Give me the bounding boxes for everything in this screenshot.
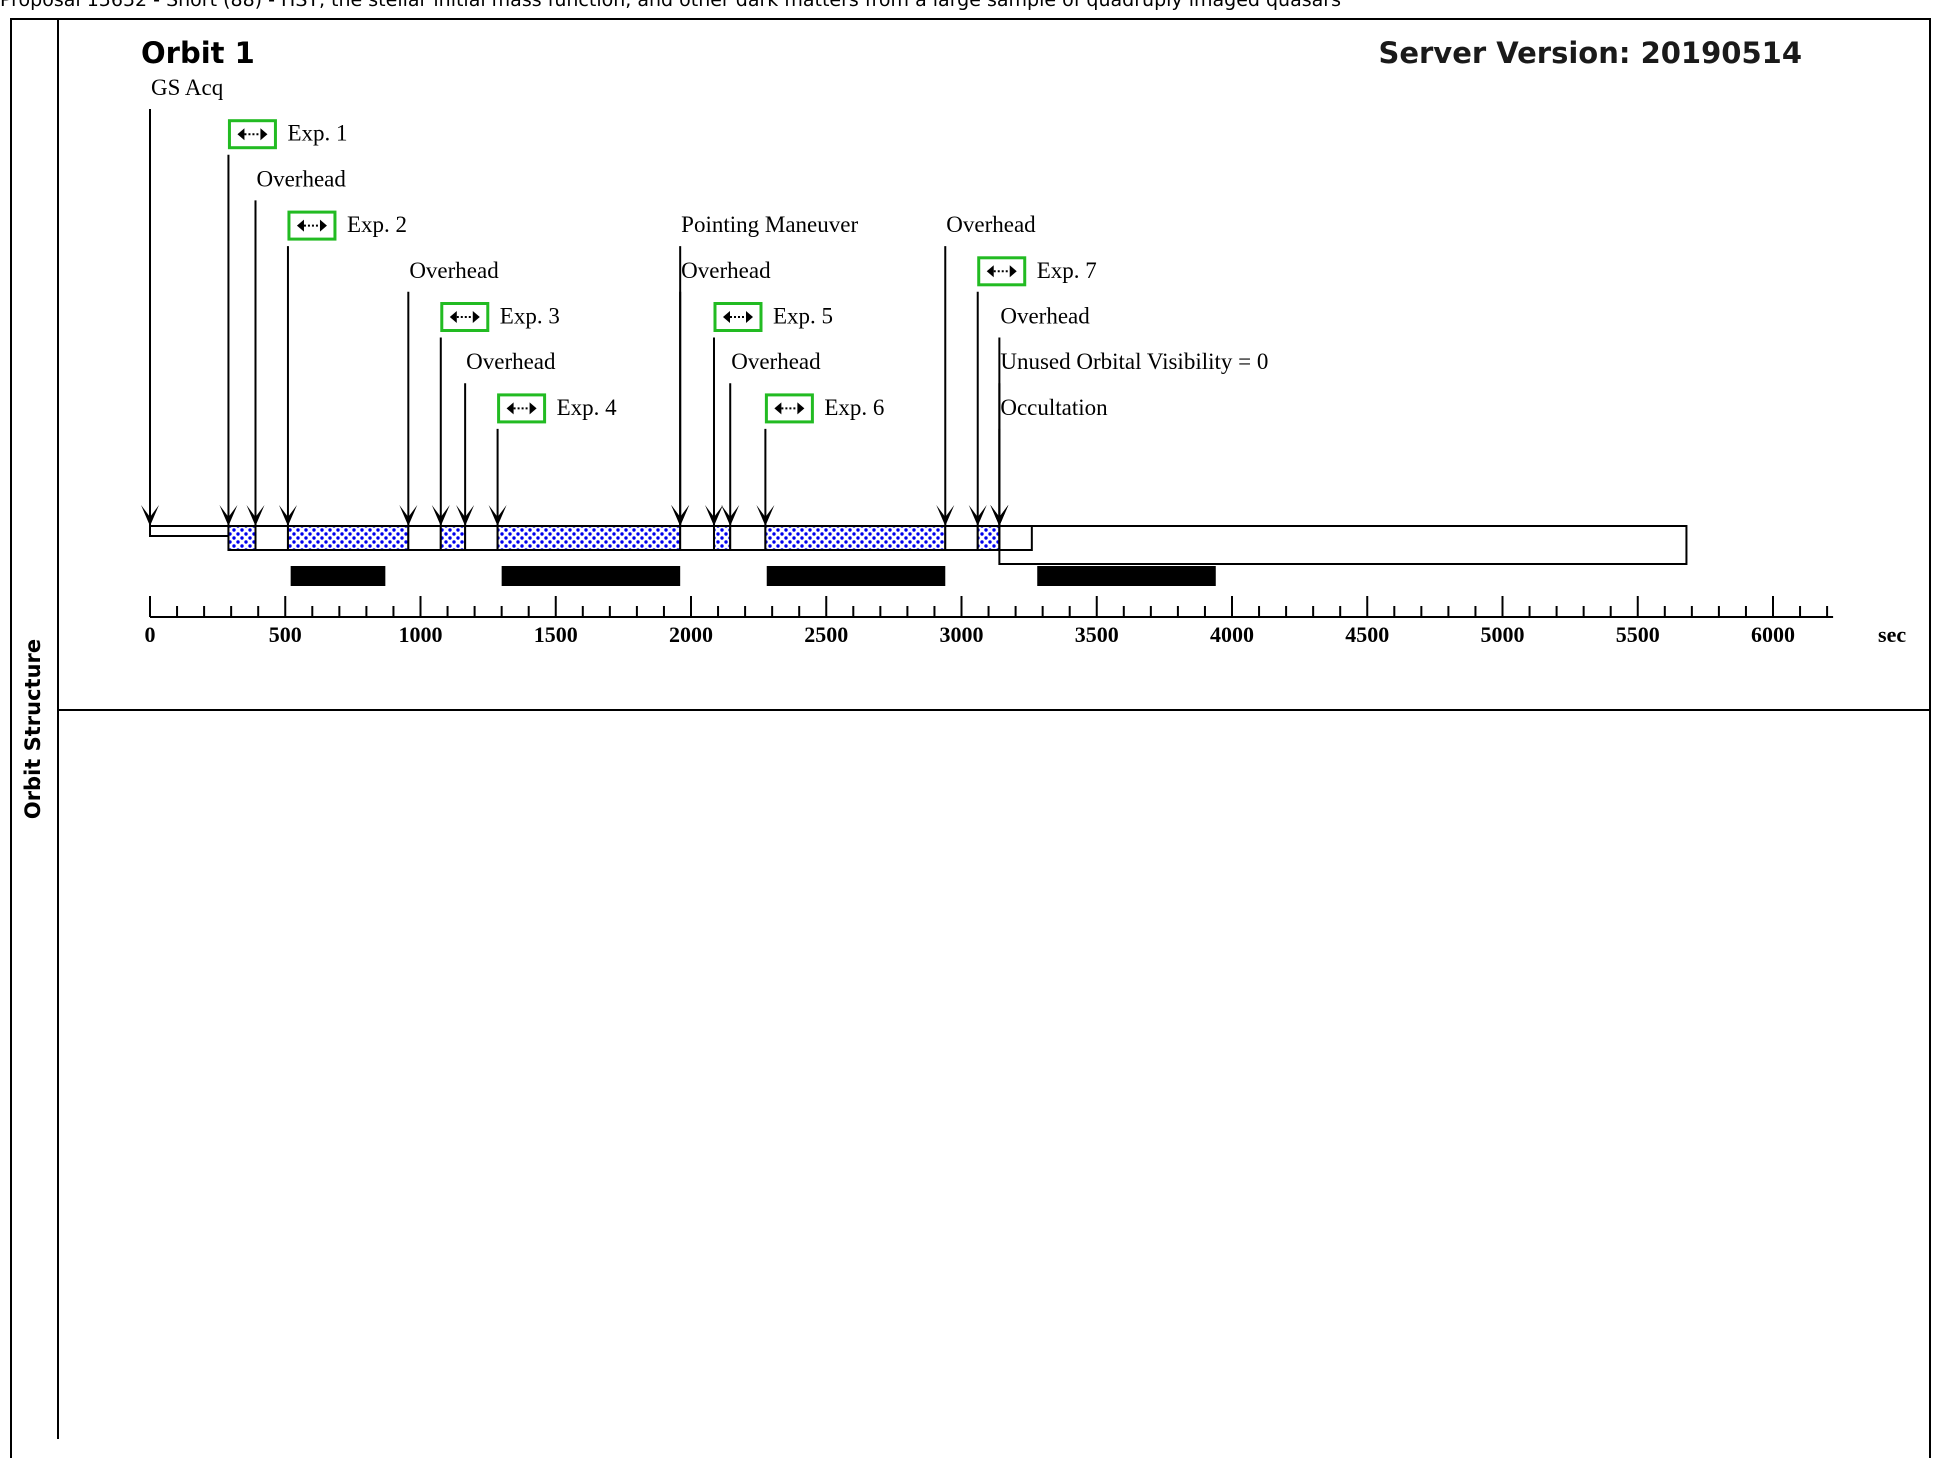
label-overhead-7: Overhead: [1000, 304, 1090, 329]
label-overhead-5: Overhead: [731, 349, 821, 374]
arrow-exp-1: [219, 154, 238, 526]
time-axis: 0 500 1000 1500 2000 2500 3000 3500 4000 4500 5000…: [145, 596, 1906, 647]
arrow-overhead-3: [456, 383, 475, 526]
black-bar-3: [766, 566, 946, 586]
exposure-icon: [764, 393, 814, 424]
axis-tick-label: 1500: [534, 622, 578, 647]
arrow-exp-4: [488, 428, 507, 526]
segment-occultation-15: [998, 525, 1688, 565]
label-pointing-maneuver: Pointing Maneuver: [681, 212, 858, 237]
arrow-overhead-1: [246, 200, 265, 526]
segment-overhead-14: [998, 525, 1033, 551]
label-overhead-2: Overhead: [409, 258, 499, 283]
axis-tick-label: 3000: [940, 622, 984, 647]
segment-overhead-2: [254, 525, 289, 551]
label-exp-5: Exp. 5: [773, 304, 833, 329]
timeline-arrows: [141, 109, 1009, 526]
exposure-icon: [227, 119, 277, 150]
arrow-exp-2: [278, 246, 297, 526]
arrow-overhead-2: [399, 291, 418, 526]
server-version: Server Version: 20190514: [1378, 36, 1802, 70]
axis-tick-label: 5500: [1616, 622, 1660, 647]
segment-exposure-5: [439, 525, 467, 551]
label-overhead-1: Overhead: [256, 166, 346, 191]
axis-tick-label: 500: [269, 622, 302, 647]
segment-overhead-6: [464, 525, 499, 551]
arrow-gs-acq: [141, 109, 159, 526]
segment-overhead-12: [944, 525, 979, 551]
segment-exposure-1: [227, 525, 257, 551]
exposure-icon: [497, 393, 547, 424]
arrow-exp-5: [704, 337, 723, 526]
arrow-exp-7: [968, 291, 987, 526]
label-exp-3: Exp. 3: [500, 304, 560, 329]
label-overhead-4: Overhead: [681, 258, 771, 283]
black-bar-1: [290, 566, 386, 586]
exposure-icon: [440, 302, 490, 332]
arrow-overhead-5: [721, 383, 740, 526]
black-bar-2: [501, 566, 681, 586]
label-gs-acq: GS Acq: [151, 75, 224, 100]
arrow-overhead-6: [936, 246, 955, 526]
axis-tick-label: 4500: [1345, 622, 1389, 647]
segment-exposure-9: [712, 525, 732, 551]
label-exp-4: Exp. 4: [557, 395, 618, 420]
segment-exposure-7: [496, 525, 682, 551]
segment-overhead-4: [407, 525, 442, 551]
axis-tick-label: 3500: [1075, 622, 1119, 647]
arrow-overhead-4: [671, 291, 690, 526]
label-exp-2: Exp. 2: [347, 212, 407, 237]
black-bar-4: [1037, 566, 1216, 586]
timeline-black-bars: [290, 566, 1216, 586]
label-occultation: Occultation: [1000, 395, 1108, 420]
axis-unit-label: sec: [1878, 622, 1906, 647]
axis-tick-label: 1000: [399, 622, 443, 647]
label-unused-visibility: Unused Orbital Visibility = 0: [1000, 349, 1268, 374]
axis-tick-label: 4000: [1210, 622, 1254, 647]
label-exp-7: Exp. 7: [1037, 258, 1097, 283]
arrow-exp-3: [431, 337, 450, 526]
axis-tick-label: 2000: [669, 622, 713, 647]
segment-gs-acq-0: [149, 525, 230, 537]
exposure-icon: [713, 302, 763, 332]
segment-exposure-11: [764, 525, 947, 551]
arrow-exp-6: [756, 428, 775, 526]
label-overhead-6: Overhead: [946, 212, 1036, 237]
segment-overhead-10: [729, 525, 767, 551]
axis-tick-label: 0: [145, 622, 156, 647]
axis-tick-label: 6000: [1751, 622, 1795, 647]
orbit-title: Orbit 1: [141, 36, 255, 70]
exposure-icon: [287, 210, 337, 241]
outer-frame: [10, 18, 1931, 1458]
label-overhead-3: Overhead: [466, 349, 556, 374]
row-divider: [57, 709, 1931, 711]
axis-tick-label: 5000: [1481, 622, 1525, 647]
side-divider: [57, 18, 59, 1439]
timeline-segments: [149, 525, 1688, 565]
arrow-occultation: [990, 428, 1009, 526]
segment-overhead-8: [679, 525, 715, 551]
axis-tick-label: 2500: [804, 622, 848, 647]
label-exp-1: Exp. 1: [287, 121, 347, 146]
segment-exposure-13: [976, 525, 1001, 551]
label-exp-6: Exp. 6: [824, 395, 884, 420]
exposure-icon: [977, 256, 1027, 287]
segment-exposure-3: [286, 525, 410, 551]
proposal-header-text: Proposal 15652 - Short (88) - HST, the s…: [0, 0, 1341, 11]
